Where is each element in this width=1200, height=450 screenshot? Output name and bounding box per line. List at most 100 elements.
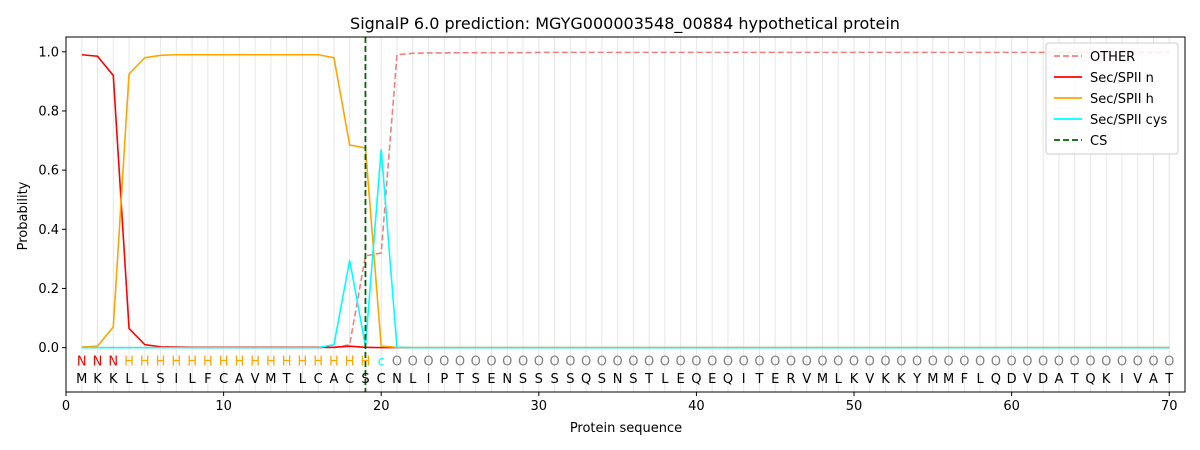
annotation-label: H: [203, 354, 213, 369]
series-line-2: [81, 53, 1170, 349]
residue-label: V: [1023, 372, 1032, 387]
plot-frame: [65, 36, 1186, 393]
annotation-label: O: [408, 354, 418, 369]
residue-label: A: [1149, 372, 1158, 387]
annotation-label: O: [1038, 354, 1048, 369]
residue-label: S: [156, 372, 164, 387]
annotation-label: O: [455, 354, 465, 369]
residue-label: I: [742, 372, 746, 387]
annotation-label: H: [313, 354, 323, 369]
residue-label: S: [629, 372, 637, 387]
residue-label: K: [1102, 372, 1111, 387]
annotation-label: O: [1164, 354, 1174, 369]
residue-label: V: [865, 372, 874, 387]
residue-label: T: [455, 372, 464, 387]
x-tick-label: 40: [688, 399, 705, 414]
annotation-label: O: [865, 354, 875, 369]
residue-label: L: [661, 372, 669, 387]
residue-label: K: [897, 372, 906, 387]
annotation-label: H: [140, 354, 150, 369]
residue-label: S: [598, 372, 606, 387]
x-tick-label: 70: [1161, 399, 1178, 414]
annotation-label: O: [486, 354, 496, 369]
residue-label: T: [1164, 372, 1173, 387]
residue-label: S: [566, 372, 574, 387]
annotation-label: H: [329, 354, 339, 369]
residue-label: A: [235, 372, 244, 387]
residue-label: S: [361, 372, 369, 387]
residue-label: N: [502, 372, 512, 387]
residue-label: E: [708, 372, 716, 387]
series-lines: [81, 37, 1170, 392]
residue-label: F: [961, 372, 968, 387]
annotation-label: H: [171, 354, 181, 369]
annotation-label: O: [880, 354, 890, 369]
residue-label: S: [550, 372, 558, 387]
annotation-label: O: [1054, 354, 1064, 369]
residue-label: S: [519, 372, 527, 387]
residue-label: F: [204, 372, 211, 387]
annotation-label: O: [534, 354, 544, 369]
residue-label: I: [427, 372, 431, 387]
residue-label: A: [329, 372, 338, 387]
residue-label: T: [1070, 372, 1079, 387]
annotation-label: O: [786, 354, 796, 369]
annotation-label: O: [991, 354, 1001, 369]
series-line-1: [81, 53, 1170, 349]
residue-label: E: [771, 372, 779, 387]
annotation-label: O: [959, 354, 969, 369]
y-tick-label: 0.6: [38, 164, 59, 179]
residue-label: C: [345, 372, 354, 387]
residue-label: V: [251, 372, 260, 387]
residue-label: Q: [991, 372, 1001, 387]
residue-label: T: [754, 372, 763, 387]
annotation-label: O: [817, 354, 827, 369]
annotation-label: H: [298, 354, 308, 369]
annotation-label: O: [423, 354, 433, 369]
legend-label: CS: [1090, 134, 1107, 149]
annotation-label: H: [266, 354, 276, 369]
residue-label: D: [1007, 372, 1017, 387]
series-line-3: [81, 149, 1170, 349]
annotation-label: c: [378, 354, 385, 369]
residue-label: I: [174, 372, 178, 387]
annotation-label: O: [1133, 354, 1143, 369]
residue-label: N: [392, 372, 402, 387]
annotation-label: O: [392, 354, 402, 369]
residue-label: T: [282, 372, 291, 387]
residue-label: C: [219, 372, 228, 387]
residue-label: T: [644, 372, 653, 387]
y-axis-ticks: 0.0 0.2 0.4 0.6 0.8 1.0: [38, 45, 66, 356]
annotation-label: O: [660, 354, 670, 369]
residue-label: N: [613, 372, 623, 387]
residue-label: L: [141, 372, 149, 387]
residue-label: R: [786, 372, 795, 387]
residue-label: K: [109, 372, 118, 387]
annotation-label: O: [754, 354, 764, 369]
annotation-label: O: [565, 354, 575, 369]
annotation-label: O: [644, 354, 654, 369]
annotation-label: N: [108, 354, 118, 369]
legend: OTHER Sec/SPII n Sec/SPII h Sec/SPII cys CS: [1045, 42, 1179, 155]
residue-label: M: [76, 372, 87, 387]
legend-label: Sec/SPII n: [1090, 71, 1154, 86]
annotation-label: O: [975, 354, 985, 369]
x-tick-label: 60: [1003, 399, 1020, 414]
annotation-label: O: [581, 354, 591, 369]
x-tick-label: 20: [373, 399, 390, 414]
annotation-label: O: [518, 354, 528, 369]
annotation-label: O: [676, 354, 686, 369]
annotation-label: O: [849, 354, 859, 369]
residue-label: M: [817, 372, 828, 387]
y-tick-label: 0.2: [38, 282, 59, 297]
annotation-label: O: [928, 354, 938, 369]
residue-label: Q: [723, 372, 733, 387]
grid-lines: [81, 37, 1170, 392]
residue-label: K: [93, 372, 102, 387]
annotation-label: O: [471, 354, 481, 369]
y-axis-label: Probability: [16, 181, 31, 250]
residue-label: L: [976, 372, 984, 387]
residue-label: S: [472, 372, 480, 387]
legend-label: Sec/SPII cys: [1090, 113, 1168, 128]
